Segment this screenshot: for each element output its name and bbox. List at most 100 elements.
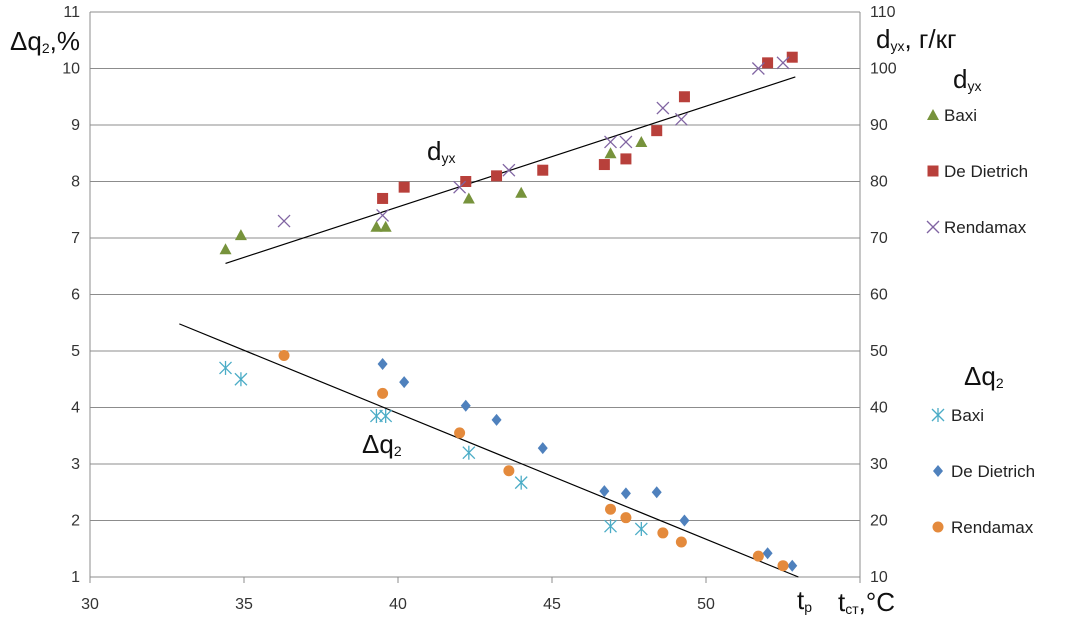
x-tick-label: 35 (235, 596, 253, 613)
left-tick-label: 8 (71, 174, 80, 191)
series-dq2-de-dietrich (377, 357, 798, 572)
data-point (620, 487, 631, 500)
x-marker-stroke (277, 214, 291, 228)
right-axis-title: dух, г/кг (876, 24, 956, 54)
legend-label: Baxi (944, 106, 977, 125)
x-axis-tp-label: tр (797, 585, 812, 615)
left-tick-label: 1 (71, 569, 80, 586)
data-point (656, 101, 670, 115)
data-point (502, 163, 516, 177)
data-point (620, 512, 632, 524)
x-tick-label: 40 (389, 596, 407, 613)
series-dq2-baxi (219, 360, 648, 536)
right-tick-label: 70 (870, 230, 888, 247)
legend-marker (927, 109, 939, 120)
legend-entry: Rendamax (926, 218, 1027, 237)
data-point (752, 550, 764, 562)
data-point (453, 180, 467, 194)
x-marker-stroke (453, 180, 467, 194)
legend-label: De Dietrich (951, 462, 1035, 481)
left-tick-label: 9 (71, 117, 80, 134)
legend-label: Rendamax (944, 218, 1027, 237)
data-point (491, 170, 503, 182)
legend-entry: Baxi (931, 406, 984, 425)
data-point (234, 229, 247, 241)
legend-label: Baxi (951, 406, 984, 425)
legend-marker (932, 521, 944, 533)
legend-marker (933, 465, 943, 477)
data-point (787, 559, 798, 572)
data-point (454, 427, 466, 439)
data-point (376, 208, 390, 222)
legend-marker (927, 165, 939, 177)
right-tick-label: 30 (870, 456, 888, 473)
x-marker-stroke (502, 163, 516, 177)
left-tick-label: 7 (71, 230, 80, 247)
legend-entry: Rendamax (932, 518, 1034, 537)
data-point (679, 514, 690, 527)
left-tick-label: 2 (71, 513, 80, 530)
x-marker-stroke (674, 112, 688, 126)
right-tick-label: 110 (870, 4, 896, 21)
data-points (219, 51, 798, 572)
left-tick-label: 10 (62, 61, 80, 78)
legend-dyx-title: dух (953, 64, 981, 94)
axes (89, 12, 861, 583)
data-point (604, 147, 617, 159)
left-tick-label: 3 (71, 456, 80, 473)
legend-entry: De Dietrich (927, 162, 1028, 181)
data-point (462, 192, 475, 204)
series-dyx-rendamax (277, 56, 790, 228)
data-point (777, 560, 789, 572)
data-point (635, 135, 648, 147)
left-axis-title: Δq2,% (10, 26, 80, 56)
right-tick-label: 10 (870, 569, 888, 586)
data-point (278, 350, 290, 362)
left-tick-label: 4 (71, 400, 80, 417)
data-point (675, 536, 687, 548)
trendlines (179, 76, 799, 578)
right-tick-label: 20 (870, 513, 888, 530)
data-point (460, 399, 471, 412)
data-point (277, 214, 291, 228)
trendline-dq2 (179, 323, 799, 578)
legend-label: De Dietrich (944, 162, 1028, 181)
left-tick-label: 6 (71, 287, 80, 304)
series-dyx-baxi (219, 135, 648, 255)
data-point (399, 376, 410, 389)
data-point (219, 243, 232, 255)
data-point (219, 360, 232, 375)
data-point (515, 186, 528, 198)
data-point (537, 164, 549, 176)
data-point (369, 408, 383, 423)
data-point (377, 192, 389, 204)
annotation-dyx: dух (427, 136, 455, 166)
data-point (620, 153, 632, 165)
data-point (657, 527, 669, 539)
legend-label: Rendamax (951, 518, 1034, 537)
data-point (462, 445, 476, 460)
data-point (537, 442, 548, 455)
data-point (776, 56, 790, 70)
data-point (604, 135, 617, 149)
annotation-dq2: Δq2 (362, 429, 402, 459)
data-point (377, 387, 389, 399)
x-marker-stroke (376, 208, 390, 222)
data-point (786, 51, 798, 63)
left-tick-label: 11 (63, 4, 80, 21)
x-axis-title: tст,°C (838, 587, 895, 617)
data-point (762, 547, 773, 560)
right-tick-label: 50 (870, 343, 888, 360)
data-point (605, 503, 617, 515)
x-marker-stroke (619, 135, 633, 149)
data-point (234, 372, 248, 387)
right-tick-label: 90 (870, 117, 888, 134)
x-marker-stroke (776, 56, 790, 70)
x-marker-stroke (656, 101, 670, 115)
right-tick-label: 40 (870, 400, 888, 417)
legend-marker (926, 220, 940, 234)
data-point (370, 220, 383, 232)
series-dq2-rendamax (278, 350, 789, 572)
